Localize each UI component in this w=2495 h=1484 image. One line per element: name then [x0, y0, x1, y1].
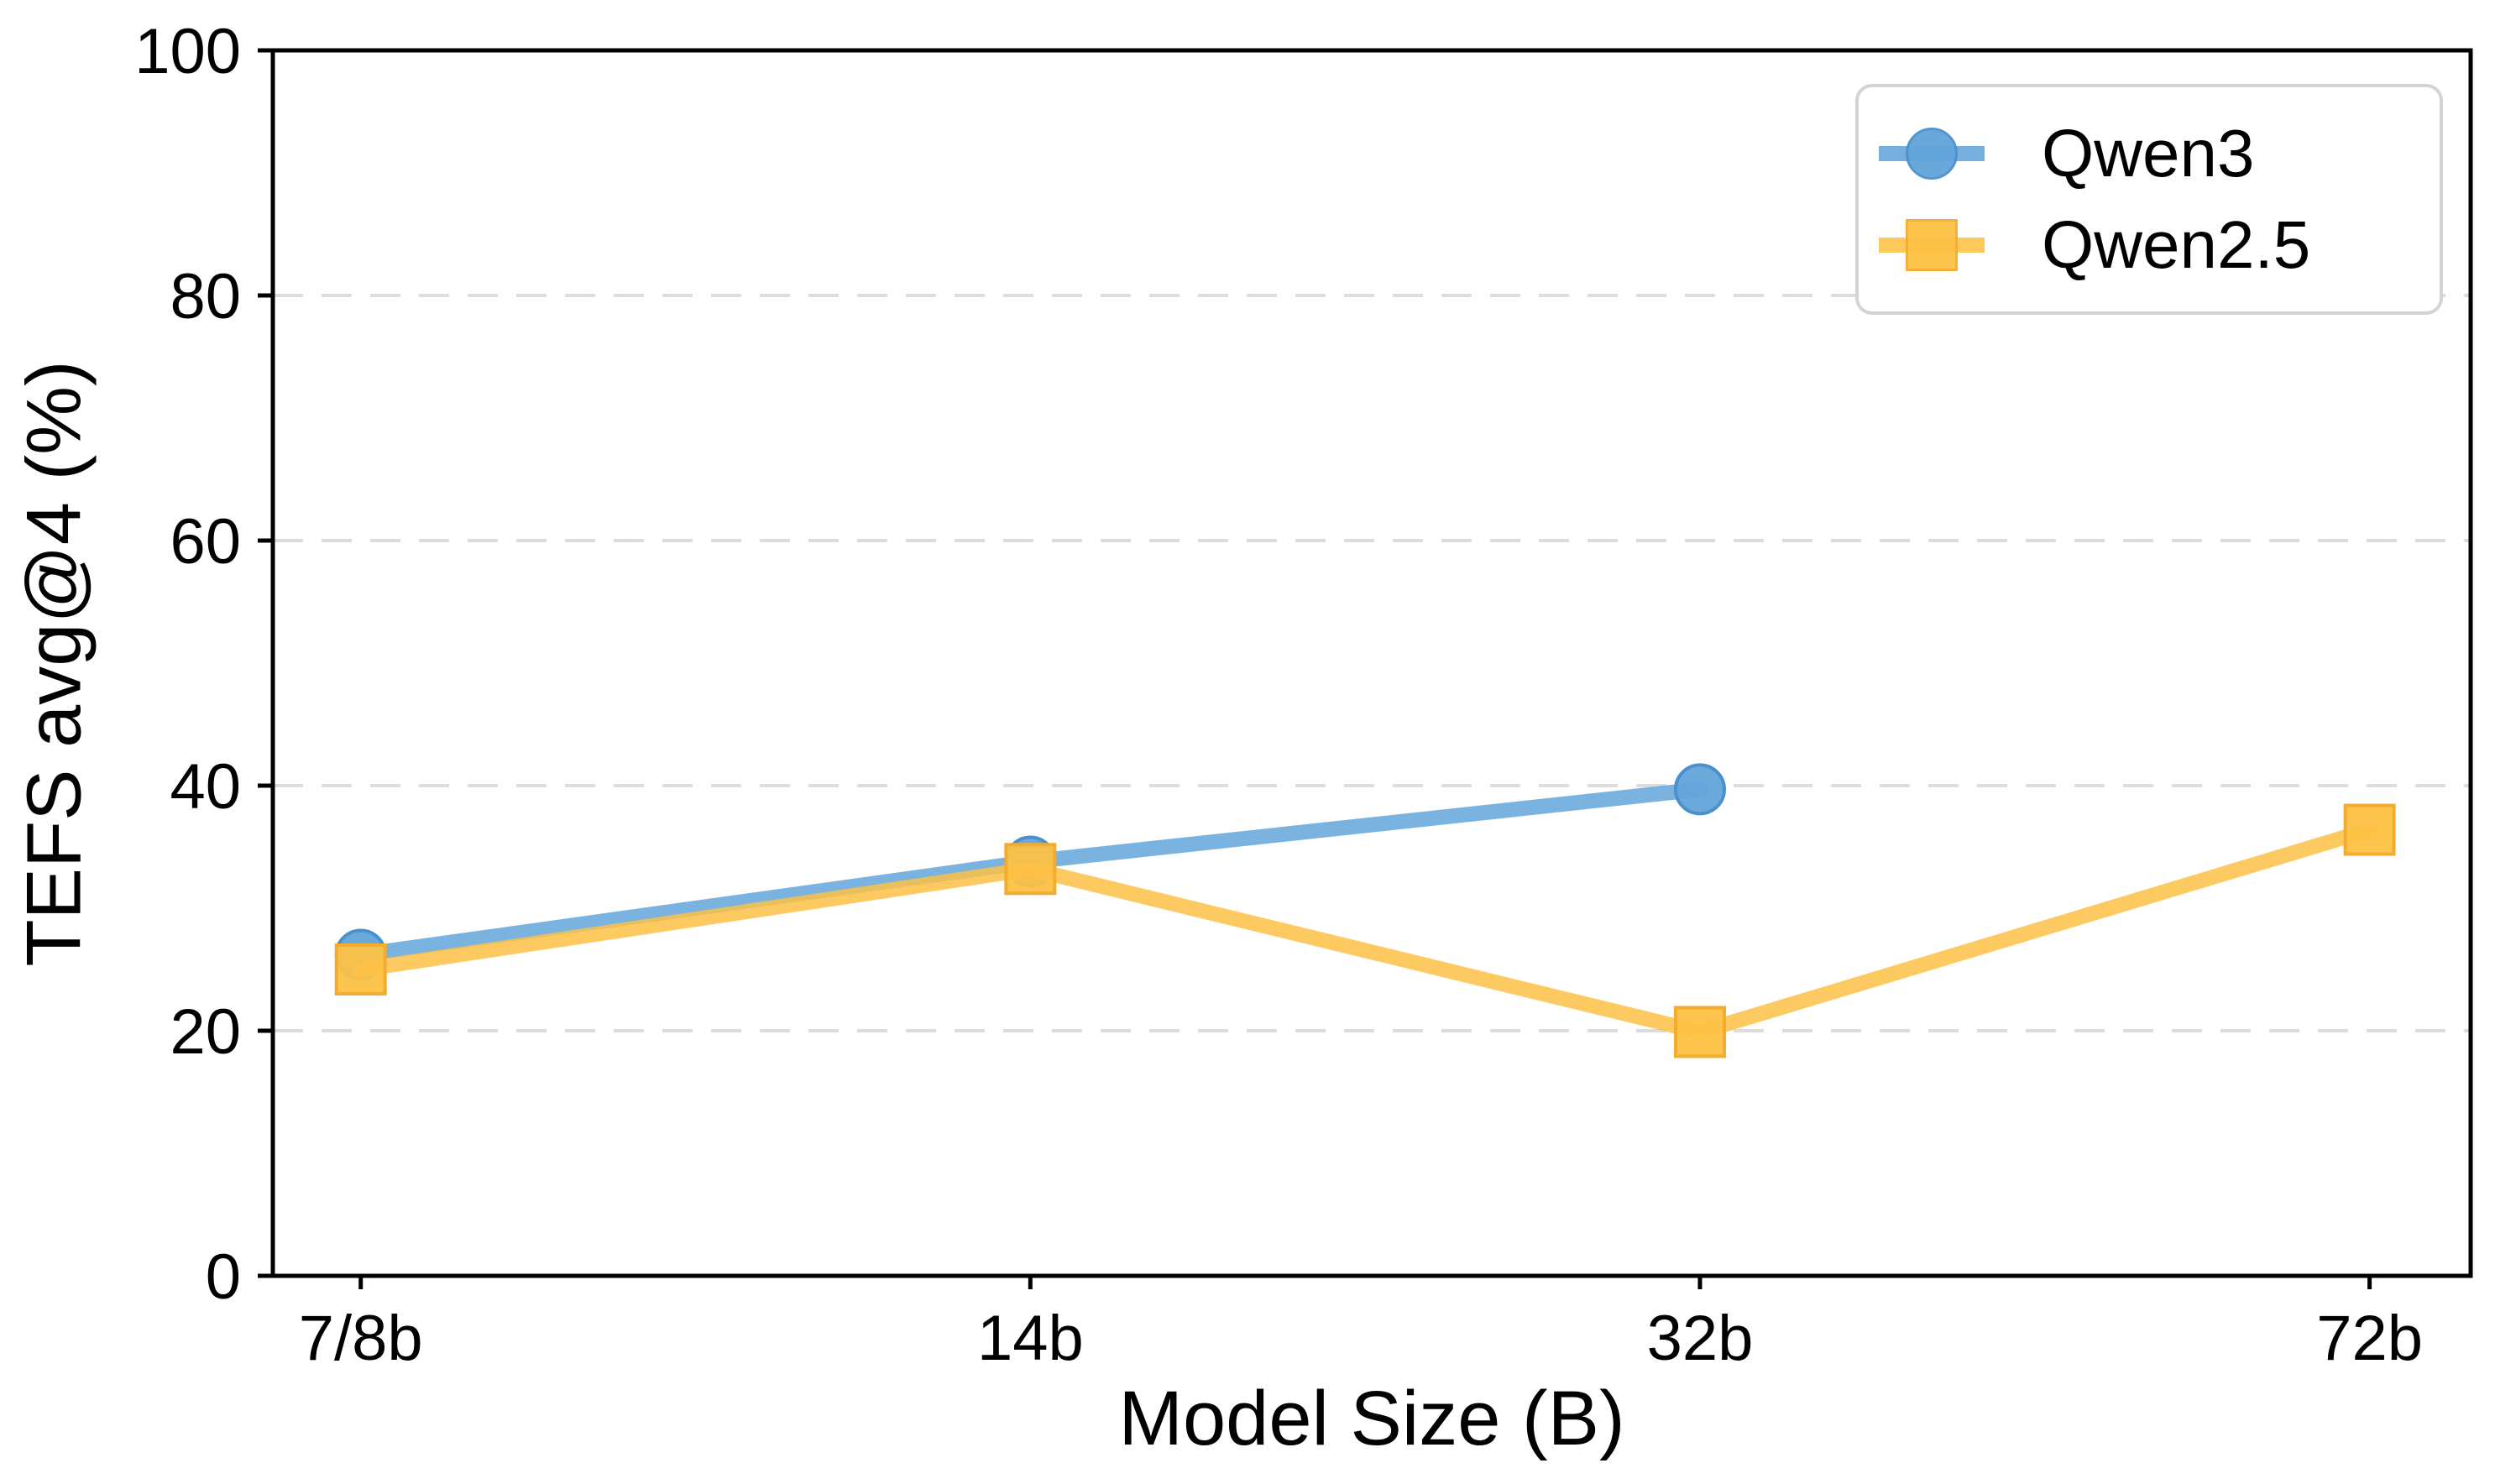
y-tick-label: 0	[206, 1241, 241, 1313]
legend-label-qwen2-5: Qwen2.5	[2042, 207, 2311, 282]
x-tick-label: 7/8b	[299, 1303, 423, 1374]
qwen3-circle-marker-icon	[1906, 128, 1958, 180]
axes-spines	[270, 48, 2473, 1278]
y-tick-label: 60	[170, 506, 241, 577]
data-point-qwen2-5	[1004, 843, 1057, 896]
series-line-qwen2-5	[353, 822, 2377, 1040]
x-tick-label: 14b	[977, 1303, 1084, 1374]
legend-label-qwen3: Qwen3	[2042, 116, 2255, 191]
y-tick-label: 20	[170, 996, 241, 1068]
y-tick-label: 100	[134, 16, 241, 87]
legend-item-qwen3: Qwen3	[1879, 120, 2419, 187]
y-tick-label: 40	[170, 751, 241, 823]
legend: Qwen3 Qwen2.5	[1855, 84, 2443, 315]
y-axis-title: TEFS avg@4 (%)	[0, 50, 109, 1276]
y-axis-title-text: TEFS avg@4 (%)	[11, 359, 97, 967]
x-tick-label: 72b	[2316, 1303, 2423, 1374]
qwen3-line-marker-icon	[1879, 127, 1985, 180]
data-point-qwen3	[1673, 763, 1726, 816]
x-axis-title: Model Size (B)	[1118, 1376, 1625, 1461]
legend-item-qwen2-5: Qwen2.5	[1879, 212, 2419, 279]
x-tick-label: 32b	[1647, 1303, 1754, 1374]
qwen2-5-square-marker-icon	[1906, 219, 1958, 271]
y-tick-label: 80	[170, 261, 241, 332]
data-point-qwen2-5	[2343, 803, 2396, 856]
qwen2-5-line-marker-icon	[1879, 218, 1985, 272]
data-point-qwen2-5	[1673, 1006, 1726, 1058]
data-point-qwen2-5	[334, 943, 387, 995]
